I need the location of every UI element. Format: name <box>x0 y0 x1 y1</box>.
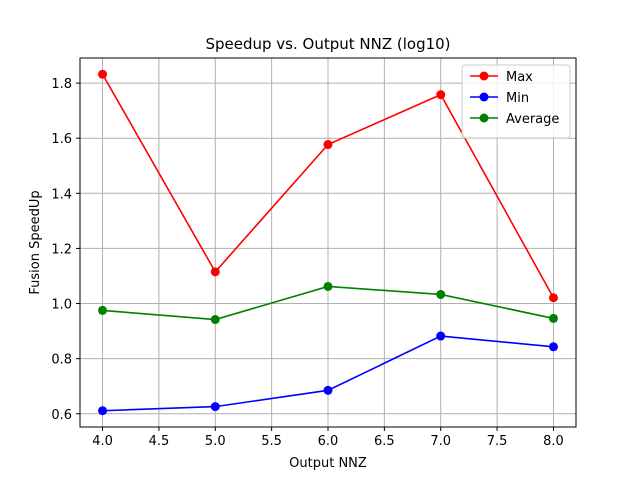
legend-marker-min <box>479 92 489 102</box>
legend-label-min: Min <box>506 91 529 106</box>
x-tick-label: 7.5 <box>487 434 508 449</box>
data-point-average <box>98 305 108 315</box>
data-point-max <box>548 293 558 303</box>
data-point-min <box>210 402 220 412</box>
y-axis: 0.6 0.8 1.0 1.2 1.4 1.6 1.8 <box>51 77 80 423</box>
data-point-average <box>323 281 333 291</box>
y-tick-label: 0.8 <box>51 353 72 368</box>
x-tick-label: 5.0 <box>205 434 226 449</box>
data-point-max <box>436 90 446 100</box>
data-point-min <box>323 385 333 395</box>
x-tick-label: 6.0 <box>318 434 339 449</box>
x-tick-label: 4.0 <box>92 434 113 449</box>
y-tick-label: 1.2 <box>51 242 72 257</box>
x-tick-label: 6.5 <box>374 434 395 449</box>
data-point-max <box>98 69 108 79</box>
legend-label-average: Average <box>506 112 559 127</box>
x-axis-title: Output NNZ <box>289 456 367 471</box>
data-point-average <box>436 289 446 299</box>
x-tick-label: 7.0 <box>430 434 451 449</box>
y-axis-title: Fusion SpeedUp <box>28 190 43 294</box>
data-point-max <box>210 267 220 277</box>
data-point-max <box>323 140 333 150</box>
data-point-min <box>98 406 108 416</box>
chart-title: Speedup vs. Output NNZ (log10) <box>205 35 450 53</box>
data-point-min <box>436 331 446 341</box>
y-tick-label: 1.0 <box>51 298 72 313</box>
legend: Max Min Average <box>461 64 571 139</box>
y-tick-label: 1.6 <box>51 132 72 147</box>
y-tick-label: 1.8 <box>51 77 72 92</box>
x-axis: 4.0 4.5 5.0 5.5 6.0 6.5 7.0 7.5 8.0 <box>92 427 564 449</box>
x-tick-label: 4.5 <box>149 434 170 449</box>
y-tick-label: 0.6 <box>51 408 72 423</box>
legend-marker-average <box>479 113 489 123</box>
legend-box <box>461 64 571 139</box>
plot-series <box>98 69 558 416</box>
y-tick-label: 1.4 <box>51 187 72 202</box>
data-point-min <box>548 342 558 352</box>
data-point-average <box>548 313 558 323</box>
x-tick-label: 5.5 <box>261 434 282 449</box>
x-tick-label: 8.0 <box>543 434 564 449</box>
legend-label-max: Max <box>506 70 533 85</box>
legend-marker-max <box>479 71 489 81</box>
data-point-average <box>210 315 220 325</box>
